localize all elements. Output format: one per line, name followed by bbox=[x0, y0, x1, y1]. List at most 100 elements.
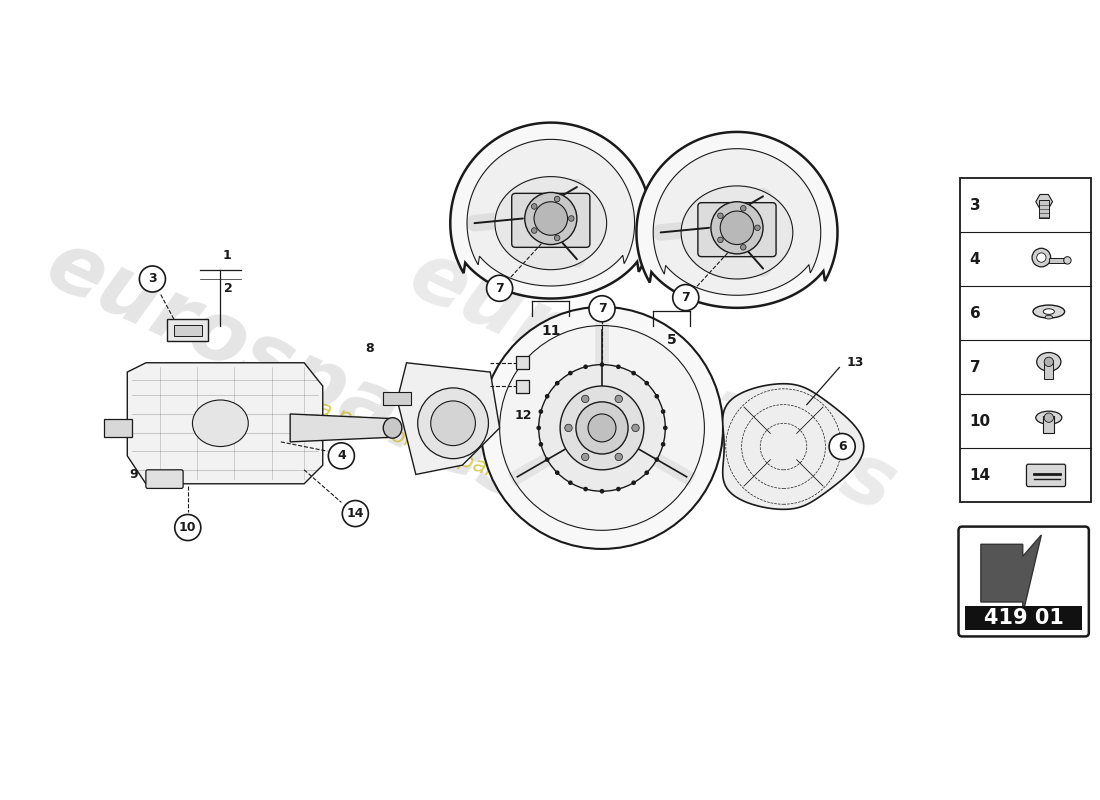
Circle shape bbox=[631, 481, 636, 485]
Bar bbox=[960, 178, 1091, 502]
Polygon shape bbox=[653, 149, 821, 295]
Ellipse shape bbox=[495, 177, 607, 270]
Circle shape bbox=[631, 370, 636, 375]
Circle shape bbox=[486, 275, 513, 302]
Circle shape bbox=[717, 237, 723, 242]
Bar bbox=[516, 379, 529, 393]
Circle shape bbox=[1044, 357, 1054, 366]
Text: 10: 10 bbox=[970, 414, 991, 429]
Ellipse shape bbox=[1036, 411, 1062, 424]
Circle shape bbox=[645, 470, 649, 475]
Circle shape bbox=[588, 414, 616, 442]
Circle shape bbox=[1044, 413, 1054, 422]
FancyBboxPatch shape bbox=[958, 526, 1089, 637]
Polygon shape bbox=[981, 535, 1042, 614]
Bar bbox=[1043, 416, 1055, 433]
Circle shape bbox=[673, 285, 698, 310]
Circle shape bbox=[568, 481, 573, 485]
Text: 11: 11 bbox=[541, 324, 561, 338]
Text: 4: 4 bbox=[337, 450, 345, 462]
Circle shape bbox=[175, 514, 201, 541]
Text: eurospares: eurospares bbox=[397, 234, 909, 530]
Circle shape bbox=[342, 501, 369, 526]
Text: a passion for parts since 1985: a passion for parts since 1985 bbox=[315, 398, 638, 532]
Text: 4: 4 bbox=[970, 252, 980, 267]
Circle shape bbox=[568, 370, 573, 375]
Circle shape bbox=[654, 394, 659, 398]
Polygon shape bbox=[637, 132, 837, 308]
Polygon shape bbox=[290, 414, 393, 442]
Circle shape bbox=[535, 202, 568, 235]
Text: 6: 6 bbox=[838, 440, 847, 453]
Circle shape bbox=[583, 486, 587, 491]
Circle shape bbox=[615, 454, 623, 461]
Circle shape bbox=[740, 206, 746, 211]
Circle shape bbox=[140, 266, 165, 292]
Circle shape bbox=[539, 442, 543, 446]
Circle shape bbox=[328, 443, 354, 469]
Polygon shape bbox=[128, 362, 322, 484]
Text: 14: 14 bbox=[346, 507, 364, 520]
Circle shape bbox=[600, 489, 604, 494]
Circle shape bbox=[554, 470, 560, 475]
Circle shape bbox=[525, 193, 576, 245]
Circle shape bbox=[569, 216, 574, 222]
FancyBboxPatch shape bbox=[1026, 464, 1066, 486]
Circle shape bbox=[554, 196, 560, 202]
Circle shape bbox=[560, 386, 643, 470]
Ellipse shape bbox=[681, 186, 793, 279]
Circle shape bbox=[539, 410, 543, 414]
Ellipse shape bbox=[192, 400, 249, 446]
Circle shape bbox=[717, 213, 723, 218]
Polygon shape bbox=[468, 139, 635, 286]
Circle shape bbox=[531, 228, 537, 234]
Text: 7: 7 bbox=[597, 302, 606, 315]
Circle shape bbox=[755, 225, 760, 230]
Text: 3: 3 bbox=[148, 273, 156, 286]
Text: 5: 5 bbox=[667, 333, 676, 347]
FancyBboxPatch shape bbox=[512, 194, 590, 247]
Polygon shape bbox=[723, 384, 864, 510]
Circle shape bbox=[616, 365, 620, 369]
Circle shape bbox=[645, 381, 649, 386]
Bar bbox=[174, 325, 201, 336]
Text: 12: 12 bbox=[514, 410, 531, 422]
Bar bbox=[167, 319, 208, 342]
Polygon shape bbox=[397, 362, 499, 474]
FancyBboxPatch shape bbox=[146, 470, 183, 489]
Text: 7: 7 bbox=[495, 282, 504, 294]
Text: 14: 14 bbox=[970, 468, 991, 483]
Circle shape bbox=[661, 410, 666, 414]
Ellipse shape bbox=[1064, 257, 1071, 264]
Circle shape bbox=[544, 394, 550, 398]
Bar bbox=[383, 392, 411, 405]
Ellipse shape bbox=[1045, 315, 1053, 319]
Circle shape bbox=[418, 388, 488, 458]
Circle shape bbox=[554, 381, 560, 386]
Circle shape bbox=[1036, 253, 1046, 262]
Ellipse shape bbox=[1036, 353, 1060, 371]
Circle shape bbox=[654, 458, 659, 462]
Circle shape bbox=[564, 424, 572, 432]
Circle shape bbox=[531, 204, 537, 210]
Text: 1: 1 bbox=[222, 250, 231, 262]
Circle shape bbox=[583, 365, 587, 369]
Bar bbox=[1044, 360, 1054, 378]
Circle shape bbox=[576, 402, 628, 454]
Ellipse shape bbox=[1033, 305, 1065, 318]
Bar bbox=[1040, 200, 1048, 218]
Bar bbox=[516, 356, 529, 370]
Text: 6: 6 bbox=[970, 306, 980, 321]
Circle shape bbox=[661, 442, 666, 446]
Circle shape bbox=[499, 326, 704, 530]
Text: 9: 9 bbox=[130, 468, 139, 481]
Circle shape bbox=[539, 365, 666, 491]
Circle shape bbox=[554, 235, 560, 241]
Text: 3: 3 bbox=[970, 198, 980, 213]
Circle shape bbox=[537, 426, 541, 430]
Circle shape bbox=[582, 395, 588, 402]
Circle shape bbox=[582, 454, 588, 461]
Circle shape bbox=[631, 424, 639, 432]
Ellipse shape bbox=[383, 418, 402, 438]
Text: 2: 2 bbox=[224, 282, 233, 294]
